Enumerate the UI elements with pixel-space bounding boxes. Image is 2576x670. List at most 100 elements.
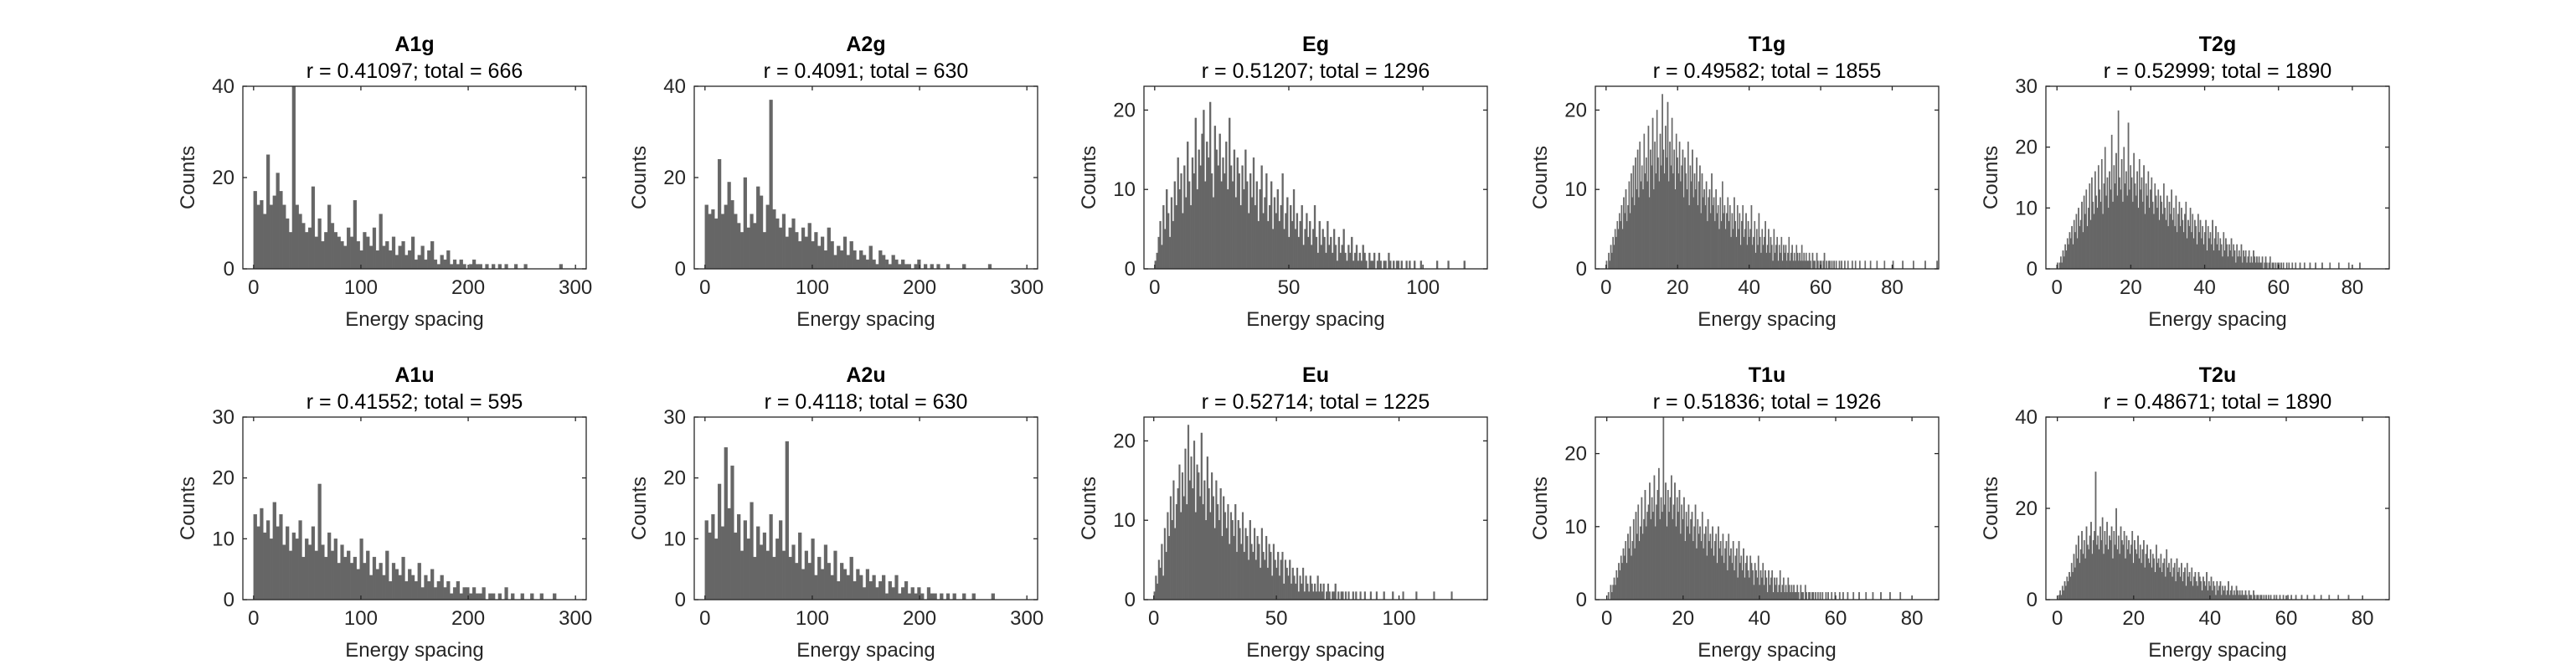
histogram-bar	[1246, 535, 1249, 600]
histogram-bar	[2223, 585, 2226, 600]
histogram-bar	[907, 264, 912, 270]
histogram-bar	[1672, 504, 1675, 600]
histogram-bar	[2337, 595, 2340, 600]
histogram-bar	[1352, 591, 1354, 600]
histogram-bar	[1638, 541, 1641, 600]
histogram-bar	[1746, 555, 1748, 600]
histogram-bar	[1735, 548, 1738, 600]
histogram-bar	[511, 593, 515, 600]
histogram-bar	[2172, 219, 2174, 270]
histogram-bar	[772, 209, 776, 270]
histogram-bar	[2137, 208, 2140, 270]
histogram-bar	[2295, 262, 2297, 270]
histogram-bar	[1162, 575, 1165, 600]
histogram-bar	[1679, 533, 1682, 600]
histogram-bar	[830, 241, 834, 270]
x-tick-label: 40	[2193, 276, 2216, 299]
histogram-bar	[2290, 595, 2293, 600]
histogram-bar	[2192, 585, 2194, 600]
histogram-bar	[1369, 591, 1372, 600]
histogram-bar	[1854, 260, 1857, 270]
histogram-bar	[2244, 590, 2247, 600]
histogram-bar	[1320, 245, 1322, 270]
histogram-bar	[1199, 165, 1202, 270]
histogram-bar	[1378, 252, 1381, 270]
histogram-bar	[1175, 204, 1177, 270]
histogram-bar	[814, 232, 818, 270]
histogram-bar	[1362, 245, 1364, 270]
histogram-bar	[414, 581, 419, 600]
histogram-bar	[1622, 548, 1625, 600]
histogram-bar	[1305, 575, 1307, 600]
histogram-bar	[862, 255, 867, 270]
histogram-bar	[1334, 245, 1337, 270]
histogram-bar	[279, 514, 283, 600]
histogram-bar	[753, 223, 757, 270]
histogram-bar	[1198, 472, 1200, 600]
panel-subtitle: r = 0.48671; total = 1890	[2104, 390, 2331, 414]
axes-box	[2045, 85, 2390, 270]
y-tick-label: 30	[212, 406, 234, 429]
histogram-bar	[398, 245, 402, 270]
histogram-bar	[456, 264, 461, 270]
histogram-bar	[898, 593, 902, 600]
histogram-bar	[2275, 262, 2277, 270]
x-tick-label: 20	[1667, 276, 1689, 299]
histogram-bar	[1827, 592, 1829, 600]
histogram-bar	[1741, 570, 1744, 600]
histogram-bar	[1650, 149, 1651, 270]
histogram-bar	[314, 236, 318, 270]
histogram-bar	[404, 255, 409, 270]
histogram-bar	[1303, 591, 1306, 600]
histogram-bar	[1239, 528, 1241, 600]
histogram-bar	[1821, 592, 1824, 600]
histogram-bar	[1162, 204, 1165, 270]
x-axis-label: Energy spacing	[1246, 308, 1384, 331]
y-tick-label: 30	[2015, 75, 2038, 98]
histogram-bar	[1326, 591, 1328, 600]
histogram-bar	[1172, 220, 1175, 270]
y-tick-label: 0	[1576, 258, 1587, 281]
x-tick-label: 100	[796, 607, 829, 630]
histogram-bar	[1271, 575, 1274, 600]
histogram-bar	[2099, 526, 2101, 600]
histogram-bar	[914, 264, 918, 270]
histogram-bar	[1301, 583, 1303, 600]
histogram-bar	[2085, 526, 2088, 600]
histogram-bar	[2210, 244, 2213, 270]
histogram-bar	[2158, 219, 2161, 270]
histogram-bar	[1384, 260, 1387, 270]
x-axis-label: Energy spacing	[2148, 639, 2286, 662]
histogram-bar	[291, 85, 296, 270]
histogram-bar	[1780, 592, 1782, 600]
histogram-bar	[1311, 245, 1313, 270]
histogram-bar	[2159, 567, 2161, 600]
histogram-bar	[1178, 189, 1181, 270]
histogram-bar	[1171, 520, 1173, 600]
histogram-bars	[2057, 110, 2361, 270]
histogram-bar	[1660, 497, 1662, 600]
histogram-bars	[1153, 425, 1453, 600]
histogram-bar	[314, 550, 318, 600]
histogram-bar	[1219, 488, 1222, 600]
histogram-bar	[1332, 591, 1334, 600]
histogram-bar	[1415, 591, 1418, 600]
histogram-bar	[2167, 225, 2169, 270]
histogram-bar	[1307, 236, 1310, 270]
histogram-bar	[801, 227, 806, 270]
histogram-bar	[1683, 497, 1685, 600]
histogram-bar	[1355, 591, 1358, 600]
histogram-bar	[1816, 592, 1819, 600]
histogram-bar	[1272, 544, 1275, 600]
panel-title: T2g	[2199, 33, 2236, 56]
histogram-bar	[1210, 173, 1213, 270]
histogram-bar	[1320, 583, 1322, 600]
histogram-bar	[1256, 535, 1259, 600]
histogram-bar	[2065, 585, 2067, 600]
histogram-bar	[1238, 173, 1240, 270]
histogram-bar	[1409, 260, 1411, 270]
histogram-bar	[1178, 464, 1181, 600]
histogram-bar	[1777, 592, 1779, 600]
histogram-bar	[2240, 595, 2242, 600]
histogram-bar	[849, 556, 853, 600]
